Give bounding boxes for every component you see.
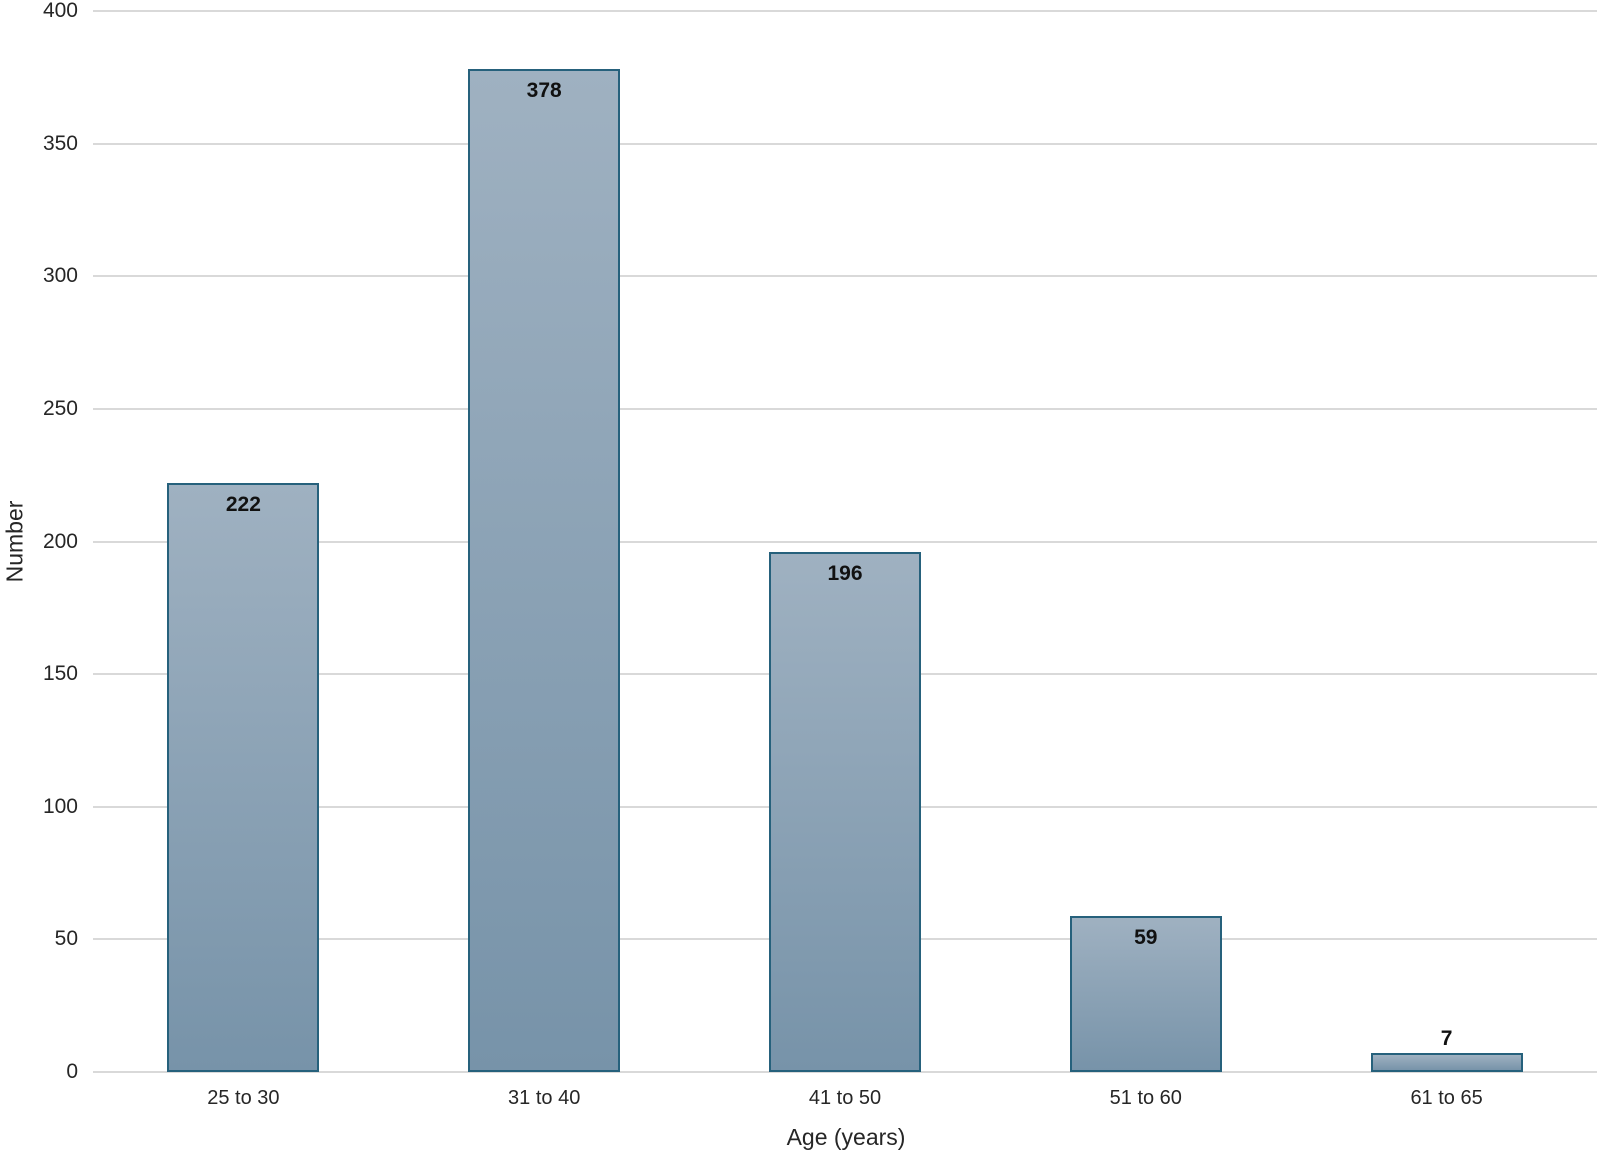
bar (1370, 1053, 1523, 1072)
gridline (93, 1071, 1597, 1073)
y-tick-label: 400 (42, 0, 78, 22)
y-tick-label: 300 (42, 264, 78, 288)
x-tick-label: 41 to 50 (808, 1087, 882, 1109)
gridline (93, 540, 1597, 543)
y-tick-label: 250 (42, 396, 78, 420)
y-tick-label: 200 (42, 529, 78, 553)
gridline (93, 275, 1597, 278)
bar-value-label: 7 (1440, 1027, 1453, 1051)
x-tick-label: 61 to 65 (1410, 1087, 1483, 1109)
bar (167, 483, 320, 1072)
bar-value-label: 196 (827, 562, 863, 586)
bar-value-label: 222 (225, 493, 261, 517)
gridline (93, 407, 1597, 410)
plot-area: 222 378 196 59 7 (93, 10, 1597, 1073)
y-tick-label: 100 (42, 794, 78, 818)
y-tick-label: 350 (42, 131, 78, 155)
x-tick-label: 51 to 60 (1109, 1087, 1182, 1109)
y-tick-label: 150 (42, 662, 78, 686)
gridline (93, 142, 1597, 145)
bar-value-label: 378 (526, 79, 562, 103)
y-tick-label: 50 (54, 927, 78, 951)
bar (1069, 915, 1222, 1072)
x-tick-label: 31 to 40 (508, 1087, 581, 1109)
y-tick-label: 0 (66, 1060, 78, 1083)
gridline (93, 10, 1597, 12)
bar (769, 552, 921, 1072)
bar (468, 69, 621, 1072)
bar-value-label: 59 (1134, 925, 1158, 949)
x-axis-title: Age (years) (786, 1124, 906, 1150)
x-tick-label: 25 to 30 (207, 1087, 280, 1109)
